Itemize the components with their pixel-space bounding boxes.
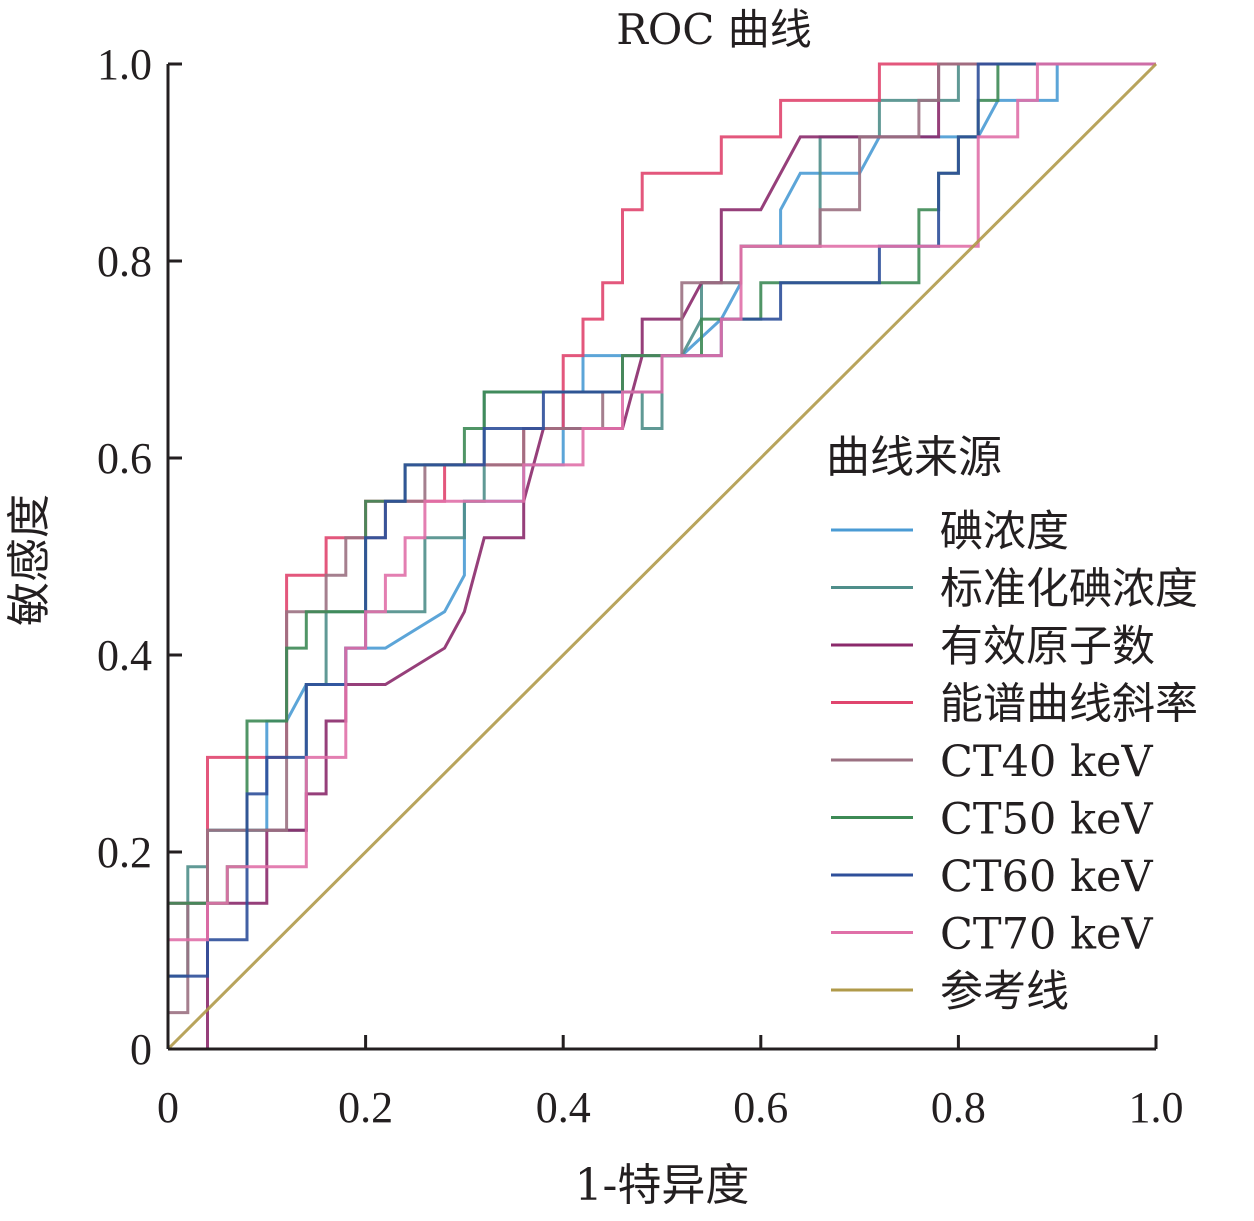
roc-curve-series-8 [166, 62, 1158, 1051]
y-ticks-group: 0 0.2 0.4 0.6 0.8 1.0 [97, 40, 182, 1074]
roc-curve-series-2 [168, 62, 1156, 1051]
y-tick-label: 1.0 [97, 40, 152, 89]
legend-label: 参考线 [940, 967, 1069, 1017]
legend-label: CT60 keV [940, 852, 1153, 902]
x-tick-label: 0.2 [338, 1083, 393, 1132]
x-tick-label: 0.6 [733, 1083, 788, 1132]
y-tick-label: 0 [130, 1025, 152, 1074]
legend-label: CT50 keV [940, 795, 1153, 845]
legend-label: 能谱曲线斜率 [940, 680, 1198, 730]
y-tick-label: 0.8 [97, 237, 152, 286]
legend-label: CT40 keV [940, 737, 1153, 787]
y-axis-title: 敏感度 [4, 494, 55, 626]
roc-curve-series-3 [166, 62, 1156, 1049]
x-ticks-group: 0 0.2 0.4 0.6 0.8 1.0 [157, 1035, 1184, 1132]
x-tick-label: 1.0 [1129, 1083, 1184, 1132]
y-tick-label: 0.4 [97, 631, 152, 680]
roc-curve-series-7 [166, 62, 1156, 1049]
chart-title: ROC 曲线 [616, 5, 812, 54]
x-tick-label: 0.8 [931, 1083, 986, 1132]
curves-group [166, 62, 1158, 1051]
y-tick-label: 0.2 [97, 828, 152, 877]
x-tick-label: 0.4 [536, 1083, 591, 1132]
x-axis-title: 1-特异度 [575, 1160, 750, 1211]
legend-label: 碘浓度 [940, 507, 1069, 557]
legend-label: CT70 keV [940, 910, 1153, 960]
legend-title: 曲线来源 [826, 432, 1002, 483]
legend-label: 有效原子数 [940, 622, 1155, 672]
x-tick-label: 0 [157, 1083, 179, 1132]
y-tick-label: 0.6 [97, 434, 152, 483]
legend-label: 标准化碘浓度 [940, 565, 1198, 615]
